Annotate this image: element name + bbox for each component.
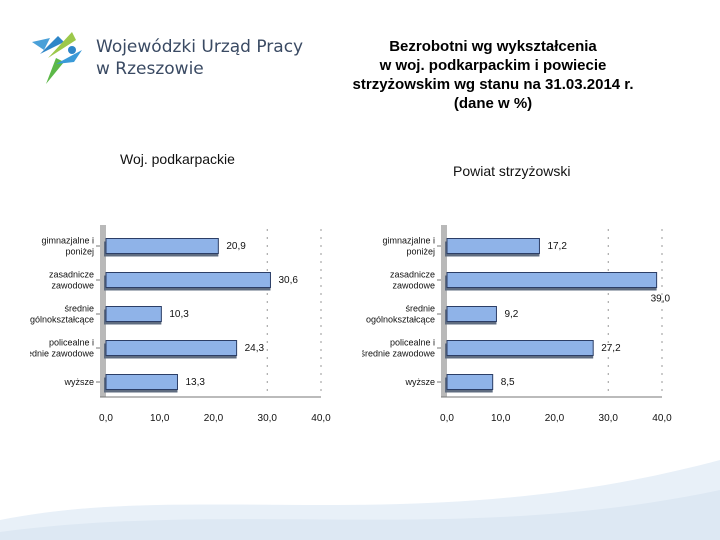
category-label: ogólnokształcące [30,315,94,325]
x-tick-label: 40,0 [652,413,672,424]
value-label: 10,3 [169,309,189,320]
bottom-wave-decoration [0,460,720,540]
logo-text: Wojewódzki Urząd Pracy w Rzeszowie [96,36,303,80]
bar [105,374,178,390]
bar [105,272,271,288]
x-tick-label: 40,0 [311,413,331,424]
value-label: 20,9 [226,241,246,252]
title-line: w woj. podkarpackim i powiecie [379,57,607,74]
value-label: 13,3 [185,377,205,388]
category-label: policealne i [390,338,435,348]
category-label: ogólnokształcące [366,315,435,325]
category-label: zawodowe [392,281,435,291]
wup-logo: Wojewódzki Urząd Pracy w Rzeszowie [28,28,318,88]
bar [446,374,494,390]
value-label: 39,0 [651,294,671,305]
category-label: średnie [405,304,435,314]
category-label: zasadnicze [390,270,435,280]
x-tick-label: 10,0 [150,413,170,424]
axis-wall [441,225,447,397]
x-tick-label: 30,0 [599,413,619,424]
title-line: (dane w %) [453,95,533,112]
title-line: Bezrobotni wg wykształcenia [389,38,597,55]
category-label: poniżej [65,247,94,257]
bar [105,340,238,356]
bar [446,306,497,322]
value-label: 8,5 [501,377,515,388]
bar [105,306,162,322]
x-tick-label: 30,0 [258,413,278,424]
logo-bird-icon [32,32,82,84]
category-label: wyższe [404,377,435,387]
logo-line-1: Wojewódzki Urząd Pracy [96,37,304,57]
x-tick-label: 20,0 [204,413,224,424]
page-title: Bezrobotni wg wykształcenia w woj. podka… [318,37,668,113]
axis-wall [100,225,106,397]
x-tick-label: 10,0 [491,413,511,424]
category-label: wyższe [63,377,94,387]
category-label: średnie [64,304,94,314]
category-label: średnie zawodowe [30,349,94,359]
title-line: strzyżowskim wg stanu na 31.03.2014 r. [352,76,634,93]
left-chart-title: Woj. podkarpackie [120,151,235,167]
category-label: poniżej [406,247,435,257]
bar [446,340,594,356]
value-label: 9,2 [504,309,518,320]
value-label: 17,2 [547,241,567,252]
category-label: gimnazjalne i [382,236,435,246]
category-label: gimnazjalne i [41,236,94,246]
bar [446,238,540,254]
bar [446,272,658,288]
category-label: zasadnicze [49,270,94,280]
logo-line-2: w Rzeszowie [96,59,204,79]
category-label: średnie zawodowe [362,349,435,359]
value-label: 24,3 [245,343,265,354]
bar [105,238,219,254]
x-tick-label: 0,0 [440,413,454,424]
value-label: 27,2 [601,343,621,354]
right-chart-title: Powiat strzyżowski [453,163,571,179]
category-label: policealne i [49,338,94,348]
value-label: 30,6 [278,275,298,286]
x-tick-label: 20,0 [545,413,565,424]
x-tick-label: 0,0 [99,413,113,424]
category-label: zawodowe [51,281,94,291]
